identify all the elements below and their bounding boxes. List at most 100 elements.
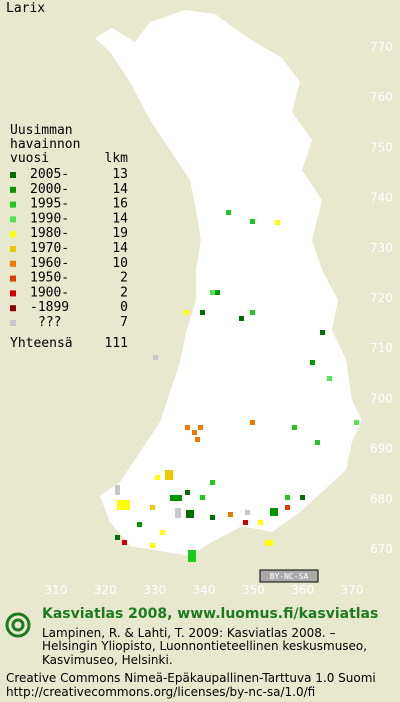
legend-label: 2005-: [30, 167, 69, 182]
legend-swatch: [10, 246, 16, 252]
license-badge: [259, 569, 319, 583]
record-dot: [137, 522, 142, 527]
record-dot: [160, 530, 165, 535]
record-dot: [115, 535, 120, 540]
y-tick-label: 750: [370, 140, 393, 154]
record-dot: [315, 440, 320, 445]
x-tick-label: 350: [242, 583, 265, 597]
record-dot: [153, 355, 158, 360]
record-dot: [150, 505, 155, 510]
record-dot: [226, 210, 231, 215]
record-dot: [250, 420, 255, 425]
legend-label: 1970-: [30, 241, 69, 256]
legend-count: 14: [112, 241, 128, 256]
y-tick-label: 710: [370, 341, 393, 355]
legend-count: 14: [112, 182, 128, 197]
legend-label: 1995-: [30, 197, 69, 212]
record-dot: [200, 495, 205, 500]
record-dot: [285, 495, 290, 500]
y-tick-label: 720: [370, 291, 393, 305]
record-dot: [265, 540, 273, 546]
citation-line: Kasvimuseo, Helsinki.: [42, 653, 173, 667]
y-tick-label: 700: [370, 391, 393, 405]
record-dot: [285, 505, 290, 510]
legend-swatch: [10, 305, 16, 312]
record-dot: [115, 485, 120, 495]
x-tick-label: 330: [143, 583, 166, 597]
footer-heading: Kasviatlas 2008, www.luomus.fi/kasviatla…: [42, 606, 378, 622]
legend-count: 14: [112, 211, 128, 226]
species-name: Larix: [6, 1, 45, 16]
x-tick-label: 370: [341, 583, 364, 597]
x-tick-label: 360: [291, 583, 314, 597]
legend-count: 2: [120, 271, 128, 286]
y-tick-label: 730: [370, 241, 393, 255]
legend-heading: havainnon: [10, 137, 80, 152]
citation-line: Lampinen, R. & Lahti, T. 2009: Kasviatla…: [42, 626, 336, 640]
legend-label: 1980-: [30, 226, 69, 241]
y-tick-label: 690: [370, 442, 393, 456]
count-heading: lkm: [105, 151, 129, 166]
legend-swatch: [10, 231, 16, 238]
record-dot: [150, 543, 155, 548]
legend-swatch: [10, 290, 16, 297]
legend-swatch: [10, 320, 16, 326]
legend-label: 1950-: [30, 271, 69, 286]
legend-swatch: [10, 275, 16, 282]
x-tick-label: 320: [94, 583, 117, 597]
license-line: Creative Commons Nimeä-Epäkaupallinen-Ta…: [6, 671, 376, 685]
legend-count: 10: [112, 256, 128, 271]
legend-heading: vuosi: [10, 151, 49, 166]
legend-label: 1960-: [30, 256, 69, 271]
legend-swatch: [10, 260, 16, 267]
legend-label: ???: [38, 315, 61, 330]
records: [115, 210, 359, 562]
finland: [95, 10, 362, 556]
record-dot: [198, 425, 203, 430]
y-tick-label: 670: [370, 542, 393, 556]
y-tick-label: 760: [370, 90, 393, 104]
record-dot: [117, 500, 130, 510]
legend-label: 2000-: [30, 182, 69, 197]
record-dot: [122, 540, 127, 545]
record-dot: [245, 510, 250, 515]
record-dot: [292, 425, 297, 430]
record-dot: [210, 515, 215, 520]
record-dot: [250, 310, 255, 315]
license-line: http://creativecommons.org/licenses/by-n…: [6, 685, 315, 699]
record-dot: [186, 510, 194, 518]
badge-text: BY-NC-SA: [270, 572, 309, 581]
record-dot: [270, 508, 278, 516]
legend-count: 16: [112, 197, 128, 212]
record-dot: [184, 310, 189, 315]
record-dot: [243, 520, 248, 525]
record-dot: [200, 310, 205, 315]
record-dot: [185, 425, 190, 430]
legend-count: 0: [120, 300, 128, 315]
record-dot: [354, 420, 359, 425]
record-dot: [170, 495, 182, 501]
legend-count: 19: [112, 226, 128, 241]
legend-label: -1899: [30, 300, 69, 315]
record-dot: [165, 470, 173, 480]
legend-swatch: [10, 186, 16, 193]
total-count: 111: [105, 336, 128, 351]
y-tick-label: 740: [370, 191, 393, 205]
record-dot: [327, 376, 332, 381]
record-dot: [275, 220, 280, 225]
record-dot: [258, 520, 263, 525]
record-dot: [185, 490, 190, 495]
record-dot: [210, 480, 215, 485]
legend-count: 13: [112, 167, 128, 182]
x-tick-label: 340: [193, 583, 216, 597]
legend-count: 7: [120, 315, 128, 330]
legend-swatch: [10, 216, 16, 223]
x-tick-label: 310: [45, 583, 68, 597]
record-dot: [310, 360, 315, 365]
record-dot: [188, 550, 196, 562]
legend-swatch: [10, 172, 16, 178]
